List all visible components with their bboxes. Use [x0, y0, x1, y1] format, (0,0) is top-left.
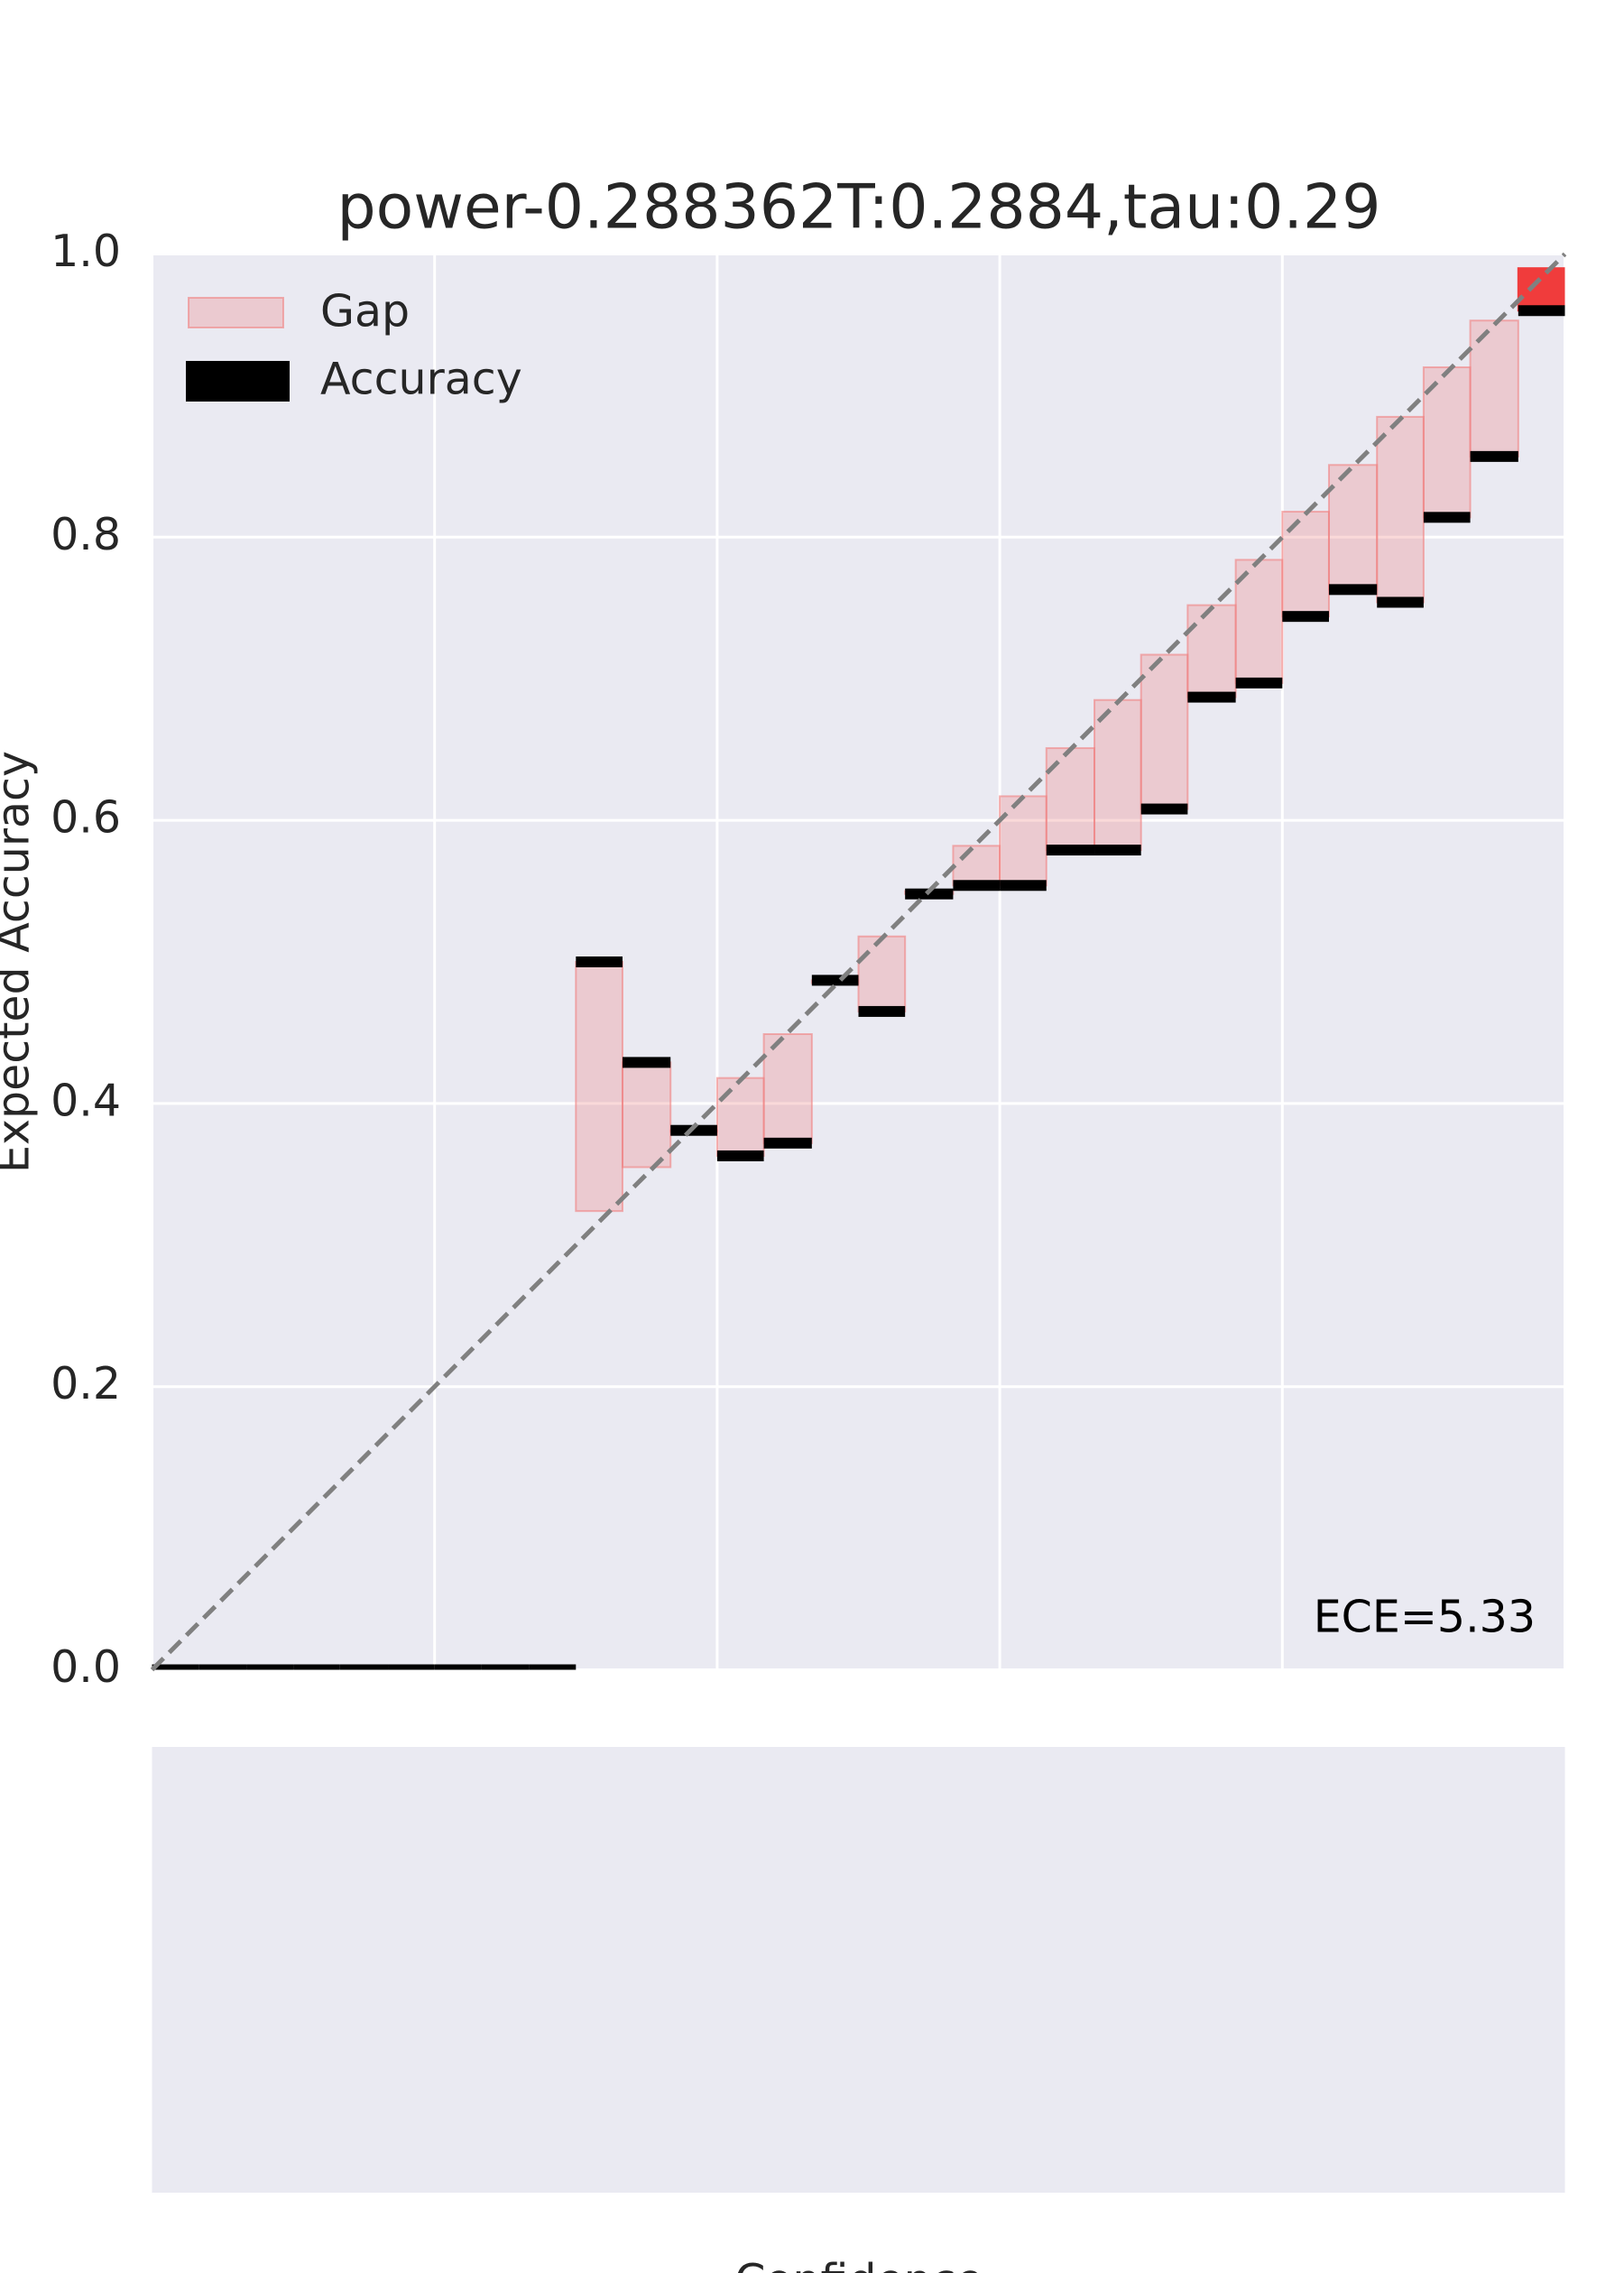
plot-background — [152, 1747, 1565, 2193]
accuracy-bar — [1187, 691, 1236, 703]
legend-swatch — [186, 361, 290, 402]
accuracy-bar — [1235, 677, 1283, 688]
ece-annotation: ECE=5.33 — [1314, 1592, 1536, 1643]
accuracy-bar — [339, 1664, 389, 1670]
accuracy-bar — [152, 1664, 199, 1670]
legend-swatch — [188, 297, 284, 328]
accuracy-bar — [1094, 845, 1141, 856]
accuracy-bar — [953, 880, 1001, 892]
gap-bar — [857, 935, 907, 1012]
gap-bar — [1234, 559, 1284, 684]
accuracy-bar — [670, 1124, 717, 1136]
accuracy-bar — [1046, 845, 1095, 856]
gap-bar — [952, 845, 1001, 887]
accuracy-bar — [763, 1137, 812, 1149]
gap-bar — [1093, 698, 1142, 852]
x-axis-label: Confidence — [734, 2255, 983, 2273]
gap-bar — [621, 1061, 672, 1169]
accuracy-bar — [811, 975, 859, 986]
legend-label: Accuracy — [320, 354, 522, 405]
y-tick-label: 0.8 — [51, 509, 121, 560]
accuracy-bar — [1470, 450, 1518, 462]
gap-bar — [1140, 653, 1189, 810]
chart-title: power-0.288362T:0.2884,tau:0.29 — [337, 172, 1380, 244]
accuracy-bar — [1328, 584, 1378, 596]
gap-bar — [1517, 267, 1565, 312]
gap-bar — [715, 1076, 765, 1157]
gap-bar — [1327, 464, 1379, 591]
accuracy-bar — [481, 1664, 530, 1670]
gap-bar — [999, 795, 1047, 887]
accuracy-bar — [246, 1664, 294, 1670]
accuracy-bar — [198, 1664, 247, 1670]
y-tick-label: 0.4 — [51, 1075, 121, 1126]
reference-diagonal — [150, 252, 1567, 1672]
accuracy-bar — [529, 1664, 577, 1670]
accuracy-bar — [622, 1057, 671, 1068]
accuracy-bar — [1282, 611, 1329, 623]
accuracy-bar — [858, 1005, 906, 1017]
accuracy-bar — [1140, 803, 1188, 815]
y-tick-label: 0.6 — [51, 792, 121, 844]
accuracy-bar — [716, 1150, 764, 1161]
accuracy-bar — [1000, 880, 1047, 892]
accuracy-bar — [434, 1664, 482, 1670]
gap-bar — [1186, 604, 1237, 698]
y-tick-label: 0.0 — [51, 1641, 121, 1693]
accuracy-bar — [1377, 596, 1424, 608]
gap-bar — [762, 1033, 813, 1144]
gap-bar — [1469, 319, 1519, 457]
accuracy-bar — [293, 1664, 340, 1670]
y-axis-label: Expected Accuracy — [0, 751, 40, 1173]
accuracy-bar — [1423, 512, 1471, 523]
accuracy-bar — [388, 1664, 435, 1670]
accuracy-bar — [576, 956, 623, 967]
y-tick-label: 0.2 — [51, 1358, 121, 1409]
legend-label: Gap — [320, 286, 410, 337]
gap-bar — [1376, 415, 1425, 604]
accuracy-bar — [1518, 305, 1565, 317]
y-tick-label: 1.0 — [51, 226, 121, 277]
gap-bar — [575, 961, 623, 1213]
